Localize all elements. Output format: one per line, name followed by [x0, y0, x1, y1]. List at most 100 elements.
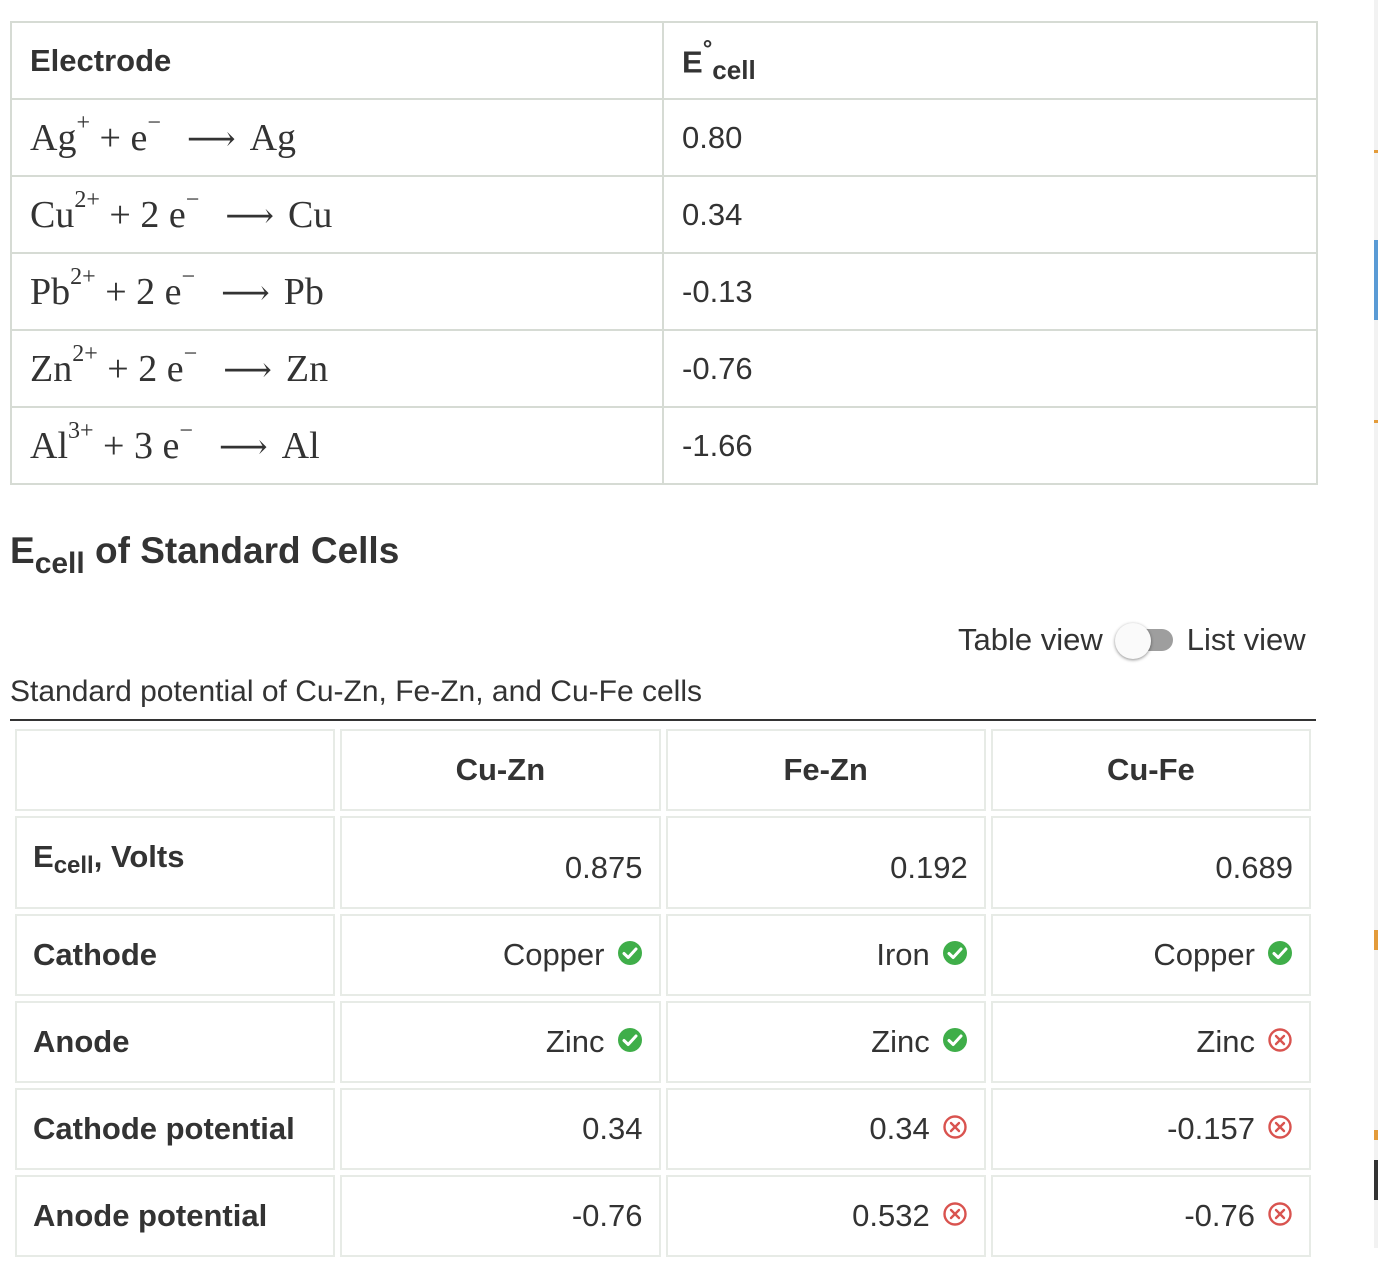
cell-value: Iron — [876, 937, 930, 972]
electrode-column-header: Electrode — [10, 21, 664, 100]
row-label: Anode — [15, 1001, 336, 1083]
table-cell: 0.532 — [665, 1175, 986, 1257]
electron-charge: − — [179, 417, 193, 444]
cell-value: 0.532 — [852, 1198, 930, 1233]
cell-value: Zinc — [545, 1024, 605, 1059]
table-row: Ecell, Volts 0.875 0.192 0.689 — [15, 816, 1311, 909]
table-header-row: Cu-Zn Fe-Zn Cu-Fe — [15, 729, 1311, 811]
ion-charge: 2+ — [72, 340, 98, 367]
half-reaction: Zn2+ + 2 e− ⟶ Zn — [10, 329, 664, 408]
caption-divider — [10, 719, 1316, 721]
electron-symbol: e — [164, 270, 182, 313]
plus-sign: + — [97, 347, 139, 390]
plus-sign: + — [90, 116, 131, 159]
column-header-fe-zn: Fe-Zn — [665, 729, 986, 811]
empty-corner-cell — [15, 729, 336, 811]
check-circle-icon — [1268, 940, 1292, 965]
ion-charge: + — [76, 109, 90, 136]
check-circle-icon — [617, 1027, 642, 1052]
table-row: Zn2+ + 2 e− ⟶ Zn -0.76 — [10, 329, 1318, 408]
plus-sign: + — [99, 193, 141, 236]
cell-value: Zinc — [871, 1024, 930, 1059]
half-reaction: Pb2+ + 2 e− ⟶ Pb — [10, 252, 664, 331]
table-row: Al3+ + 3 e− ⟶ Al -1.66 — [10, 406, 1318, 485]
cell-value: 0.34 — [869, 1111, 930, 1146]
half-reaction: Ag+ + e− ⟶ Ag — [10, 98, 664, 177]
cell-value: 0.34 — [582, 1111, 643, 1146]
table-row: Cathode potential 0.34 0.34 -0.157 — [15, 1088, 1311, 1170]
reaction-arrow-icon: ⟶ — [225, 197, 275, 235]
table-cell: Zinc — [665, 1001, 986, 1083]
table-header-row: Electrode E°cell — [10, 21, 1318, 100]
electron-charge: − — [147, 109, 161, 136]
ion-charge: 3+ — [68, 417, 94, 444]
table-cell: -0.157 — [990, 1088, 1311, 1170]
ion-symbol: Zn — [30, 347, 73, 390]
table-cell: Zinc — [340, 1001, 661, 1083]
product-symbol: Ag — [249, 116, 297, 159]
row-label: Anode potential — [15, 1175, 336, 1257]
spacer — [159, 194, 169, 236]
error-circle-icon — [943, 1202, 967, 1226]
ecell-value: 0.34 — [662, 175, 1318, 254]
error-circle-icon — [1268, 1028, 1292, 1052]
table-cell: Copper — [990, 914, 1311, 996]
page-edge-strip — [1374, 0, 1378, 1248]
electron-charge: − — [183, 340, 198, 367]
row-label: Ecell, Volts — [15, 816, 336, 909]
column-header-cu-zn: Cu-Zn — [340, 729, 661, 811]
view-toggle: Table view List view — [958, 620, 1306, 660]
table-row: Anode Zinc Zinc Zinc — [15, 1001, 1311, 1083]
table-row: Cu2+ + 2 e− ⟶ Cu 0.34 — [10, 175, 1318, 254]
table-row: Ag+ + e− ⟶ Ag 0.80 — [10, 98, 1318, 177]
table-cell: 0.34 — [665, 1088, 986, 1170]
reaction-arrow-icon: ⟶ — [223, 351, 272, 389]
half-reaction: Cu2+ + 2 e− ⟶ Cu — [10, 175, 664, 254]
cell-value: -0.76 — [571, 1198, 643, 1233]
ion-charge: 2+ — [70, 263, 96, 290]
spacer — [157, 348, 167, 390]
table-cell: -0.76 — [990, 1175, 1311, 1257]
check-circle-icon — [942, 1027, 967, 1052]
cell-value: -0.157 — [1167, 1111, 1255, 1146]
standard-cells-table: Cu-Zn Fe-Zn Cu-Fe Ecell, Volts 0.875 0.192… — [10, 724, 1316, 1262]
error-circle-icon — [1268, 1115, 1292, 1139]
half-reaction: Al3+ + 3 e− ⟶ Al — [10, 406, 664, 485]
cell-value: Copper — [1153, 937, 1255, 972]
electron-symbol: e — [166, 347, 184, 390]
table-row: Cathode Copper Iron Copper — [15, 914, 1311, 996]
ecell-value: -1.66 — [662, 406, 1318, 485]
ion-symbol: Al — [30, 424, 68, 467]
error-circle-icon — [1268, 1202, 1292, 1226]
electron-coefficient: 2 — [136, 270, 156, 313]
list-view-label[interactable]: List view — [1186, 622, 1306, 657]
reaction-arrow-icon: ⟶ — [218, 428, 268, 466]
reaction-arrow-icon: ⟶ — [221, 274, 270, 312]
table-cell: 0.34 — [340, 1088, 661, 1170]
electron-coefficient: 2 — [138, 347, 158, 390]
electron-coefficient: 3 — [133, 424, 153, 467]
electron-charge: − — [181, 263, 196, 290]
table-cell: 0.689 — [990, 816, 1311, 909]
section-title: Ecell of Standard Cells — [10, 530, 400, 580]
plus-sign: + — [95, 270, 137, 313]
view-toggle-switch[interactable] — [1114, 620, 1177, 660]
ion-symbol: Ag — [30, 116, 77, 159]
electron-symbol: e — [130, 116, 148, 159]
electron-charge: − — [185, 186, 200, 213]
ion-symbol: Cu — [30, 193, 75, 236]
ion-charge: 2+ — [74, 186, 100, 213]
toggle-knob[interactable] — [1114, 623, 1151, 659]
ecell-value: -0.13 — [662, 252, 1318, 331]
table-view-label[interactable]: Table view — [958, 622, 1103, 657]
table-cell: Copper — [340, 914, 661, 996]
cell-value: -0.76 — [1184, 1198, 1255, 1233]
cell-value: 0.192 — [890, 850, 968, 885]
cell-value: Copper — [502, 937, 605, 972]
row-label: Cathode — [15, 914, 336, 996]
cells-table-caption: Standard potential of Cu-Zn, Fe-Zn, and … — [10, 675, 702, 708]
table-cell: Zinc — [990, 1001, 1311, 1083]
row-label: Cathode potential — [15, 1088, 336, 1170]
electron-coefficient: 2 — [140, 193, 160, 236]
ecell-value: -0.76 — [662, 329, 1318, 408]
